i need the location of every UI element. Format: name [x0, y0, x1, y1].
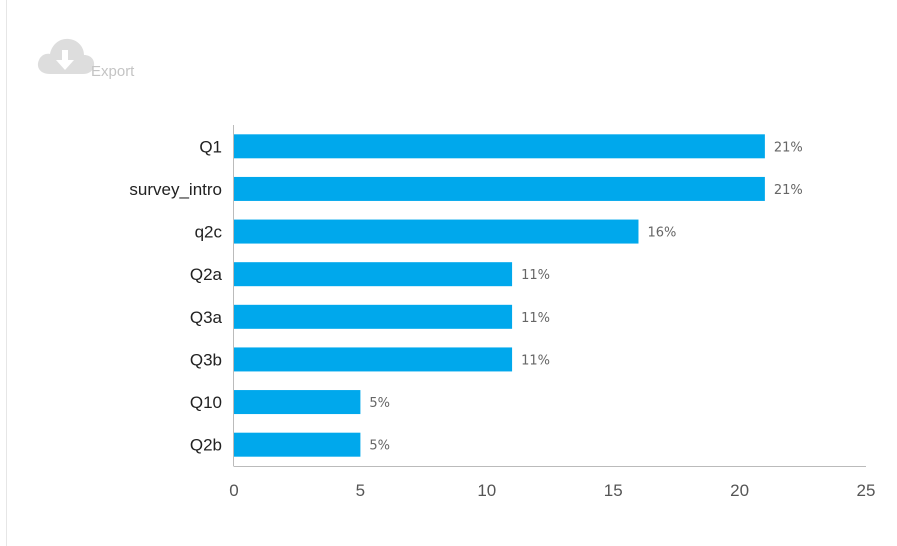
data-label: 11% — [521, 353, 550, 368]
category-label: Q1 — [199, 137, 222, 156]
x-tick-label: 0 — [229, 481, 238, 500]
x-tick-label: 15 — [604, 481, 623, 500]
bar — [234, 390, 361, 415]
export-label: Export — [91, 63, 135, 80]
export-button[interactable]: Export — [34, 32, 135, 80]
data-label: 5% — [369, 396, 390, 411]
labels: Q1 21% survey_intro 21% q2c 16% Q2a 11% Q3a 11% Q3… — [129, 137, 875, 500]
x-tick-label: 10 — [477, 481, 496, 500]
bar — [234, 304, 513, 329]
bar — [234, 176, 765, 201]
category-label: Q3a — [190, 308, 223, 327]
category-label: Q2b — [190, 436, 222, 455]
bar — [234, 134, 765, 159]
x-tick-label: 25 — [857, 481, 876, 500]
data-label: 11% — [521, 268, 550, 283]
data-label: 21% — [774, 183, 803, 198]
cloud-download-icon — [34, 32, 96, 78]
data-label: 21% — [774, 140, 803, 155]
data-label: 5% — [369, 439, 390, 454]
data-label: 16% — [647, 226, 676, 241]
category-label: Q3b — [190, 350, 222, 369]
bars — [234, 134, 765, 457]
category-label: Q10 — [190, 393, 222, 412]
x-tick-label: 5 — [356, 481, 365, 500]
category-label: Q2a — [190, 265, 223, 284]
data-label: 11% — [521, 311, 550, 326]
left-border — [6, 0, 7, 546]
category-label: q2c — [195, 223, 223, 242]
bar — [234, 262, 513, 287]
bar — [234, 219, 639, 244]
bar — [234, 432, 361, 457]
category-label: survey_intro — [129, 180, 222, 199]
bar — [234, 347, 513, 372]
x-tick-label: 20 — [730, 481, 749, 500]
